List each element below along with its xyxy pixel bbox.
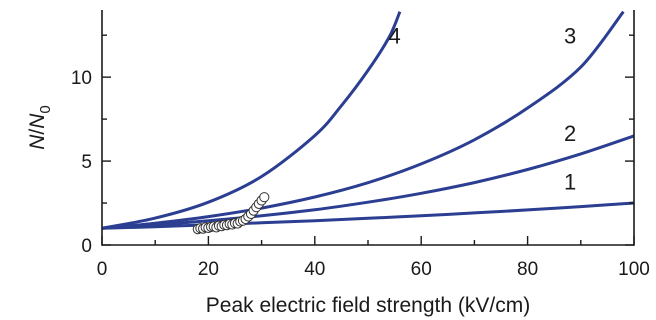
x-tick-label: 80 <box>517 259 538 280</box>
x-tick-label: 100 <box>618 259 650 280</box>
labels-layer: 1 2 3 4 <box>388 24 576 195</box>
x-tick-label: 20 <box>198 259 219 280</box>
axes-layer: 0 20 40 60 80 100 0 5 10 <box>71 10 650 280</box>
x-tick-label: 0 <box>97 259 108 280</box>
data-points-layer <box>192 192 270 235</box>
y-tick-label: 0 <box>81 236 92 257</box>
data-point <box>259 192 270 203</box>
curves-layer <box>102 10 634 230</box>
x-tick-label: 40 <box>304 259 325 280</box>
x-axis-label: Peak electric field strength (kV/cm) <box>206 294 530 317</box>
y-axis-label: N/N0 <box>26 105 54 150</box>
series-label-4: 4 <box>388 24 400 49</box>
series-line-4 <box>102 11 402 230</box>
series-label-3: 3 <box>564 24 576 49</box>
series-line-2 <box>102 134 634 230</box>
series-line-1 <box>102 201 634 230</box>
y-tick-label: 5 <box>81 152 92 173</box>
series-label-2: 2 <box>564 121 576 146</box>
series-label-1: 1 <box>564 170 576 195</box>
y-tick-label: 10 <box>71 68 92 89</box>
x-tick-label: 60 <box>411 259 432 280</box>
series-line-3 <box>102 10 625 230</box>
